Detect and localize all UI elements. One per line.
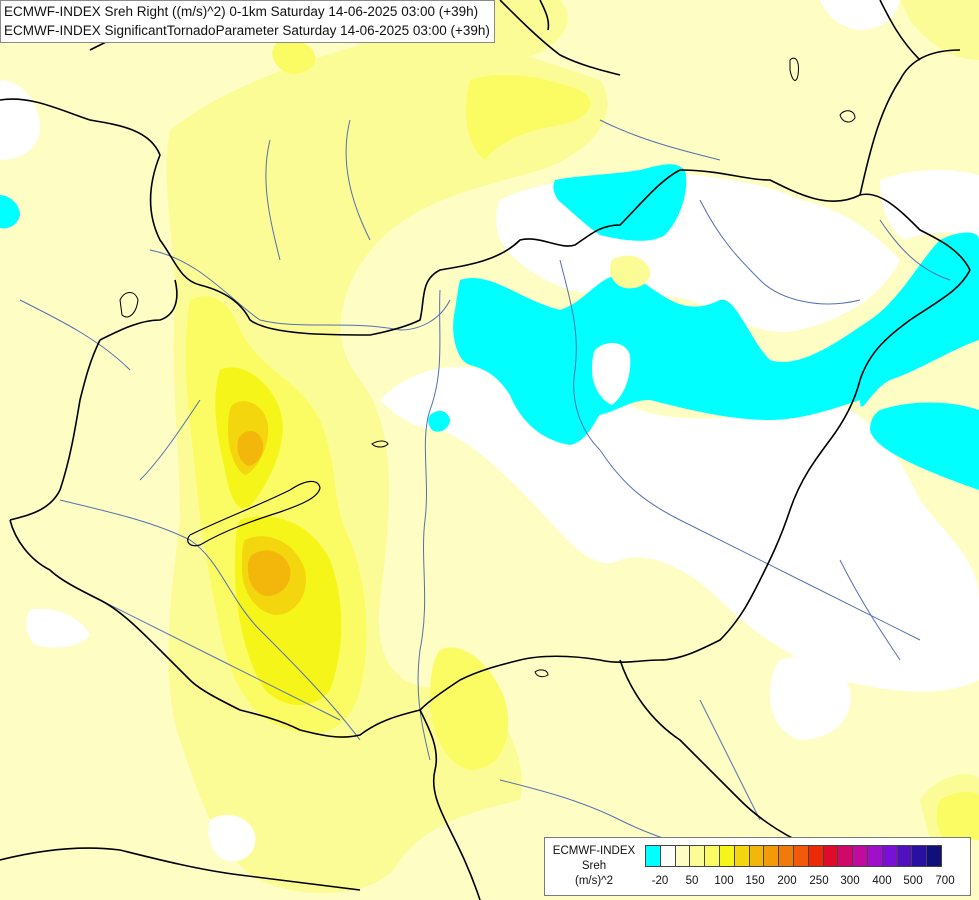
legend-tick-label: 100 (714, 875, 734, 887)
legend-swatch (911, 845, 928, 867)
sreh-cyan-zone-small (428, 410, 450, 432)
sreh-cyan-zone-north (553, 164, 687, 241)
legend-tick-label: 700 (935, 875, 955, 887)
legend-tick-labels: -20 50 100 150 200 250 300 400 500 700 (645, 875, 965, 891)
legend-tick-label: 500 (903, 875, 923, 887)
sreh-light-patch-north (610, 255, 651, 289)
sreh-white-zone-sw (208, 815, 256, 862)
sreh-cyan-zone-main (453, 232, 979, 445)
legend-swatch (866, 845, 883, 867)
coastline-details (119, 110, 856, 678)
sreh-yellow-zone-se (936, 791, 979, 840)
legend-swatch (659, 845, 676, 867)
legend-swatch (852, 845, 868, 867)
sreh-yellow-zone-top (272, 39, 316, 75)
legend-variable: Sreh (581, 860, 607, 872)
legend-caption: ECMWF-INDEX Sreh (m/s)^2 (545, 844, 643, 889)
sreh-light-yellow-ne (900, 0, 979, 60)
sreh-white-zone-top (820, 0, 900, 30)
legend-unit: (m/s)^2 (575, 875, 613, 887)
legend-swatch (896, 845, 913, 867)
lake-north (789, 57, 799, 81)
legend-swatch (704, 845, 720, 867)
legend-swatch (674, 845, 691, 867)
legend-tick-label: -20 (651, 875, 669, 887)
legend-tick-label: 250 (809, 875, 829, 887)
legend-tick-label: 150 (745, 875, 765, 887)
sreh-white-zone-w (26, 608, 90, 648)
legend-tick-label: 300 (840, 875, 860, 887)
legend-title: ECMWF-INDEX (552, 845, 636, 857)
legend-swatch (778, 845, 794, 867)
sreh-yellow-zone-north (465, 74, 591, 160)
legend-swatch (733, 845, 750, 867)
legend-tick-label: 400 (872, 875, 892, 887)
map-title-box: ECMWF-INDEX Sreh Right ((m/s)^2) 0-1km S… (0, 0, 495, 43)
lake-balaton (187, 480, 321, 547)
title-line-stp: ECMWF-INDEX SignificantTornadoParameter … (4, 23, 490, 38)
legend-tick-label: 50 (685, 875, 699, 887)
legend-swatch (881, 845, 898, 867)
legend-swatch (718, 845, 735, 867)
legend-swatch (748, 845, 765, 867)
rivers (19, 119, 951, 861)
legend-swatch (926, 845, 942, 867)
legend-swatch (763, 845, 780, 867)
sreh-white-zone-central (380, 366, 979, 692)
sreh-orange-core-south (247, 550, 291, 597)
legend-swatch (645, 845, 661, 867)
legend-tick-label: 200 (777, 875, 797, 887)
title-line-sreh: ECMWF-INDEX Sreh Right ((m/s)^2) 0-1km S… (4, 4, 479, 19)
sreh-cyan-zone-west (0, 195, 20, 229)
legend-swatch (689, 845, 706, 867)
legend-swatch (837, 845, 854, 867)
legend-color-scale (645, 845, 942, 867)
color-legend: ECMWF-INDEX Sreh (m/s)^2 -20 50 100 150 200 2… (544, 837, 971, 896)
sreh-yellow-zone-south (430, 647, 509, 770)
legend-swatch (807, 845, 824, 867)
sreh-white-zone-ne (880, 170, 979, 240)
lake-small (371, 440, 389, 448)
sreh-orange-core-north (237, 431, 264, 466)
legend-swatch (792, 845, 809, 867)
legend-swatch (822, 845, 839, 867)
sreh-white-zone-east (770, 656, 851, 740)
sreh-white-hole (592, 343, 631, 405)
sreh-cyan-zone-east (870, 402, 979, 490)
